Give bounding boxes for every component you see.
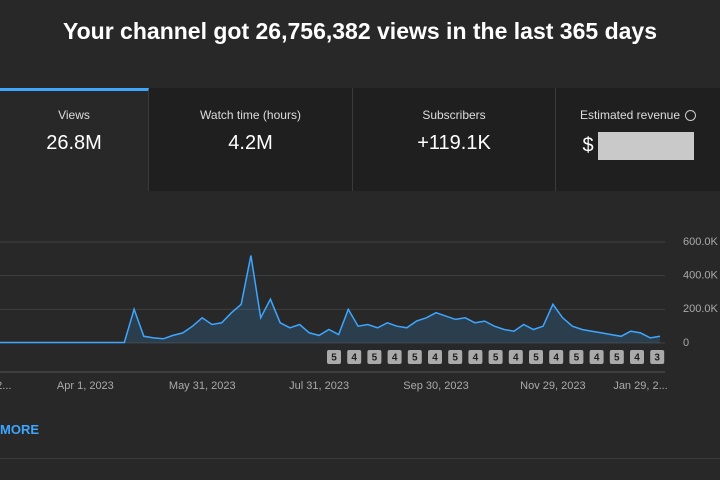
badge-box	[468, 350, 483, 364]
line	[0, 255, 661, 344]
x-tick-label: 0, 2...	[0, 380, 11, 392]
x-tick-label: Sep 30, 2023	[403, 380, 468, 392]
card-label: Subscribers	[422, 108, 486, 122]
y-tick-label: 400.0K	[683, 270, 719, 282]
metric-card[interactable]: Watch time (hours) 4.2M	[149, 88, 353, 191]
x-tick-label: Nov 29, 2023	[520, 380, 585, 392]
annotation-badge[interactable]: 5	[609, 350, 624, 364]
badge-label: 5	[614, 353, 620, 364]
y-tick-label: 200.0K	[683, 303, 719, 315]
x-tick-label: May 31, 2023	[169, 380, 236, 392]
metric-cards: Views 26.8M Watch time (hours) 4.2M Subs…	[0, 88, 720, 191]
badge-label: 5	[412, 353, 418, 364]
card-label: Estimated revenue	[579, 108, 681, 122]
badge-label: 4	[513, 353, 519, 364]
badge-label: 4	[473, 353, 479, 364]
badge-box	[327, 350, 341, 364]
metric-card[interactable]: Subscribers +119.1K	[353, 88, 556, 191]
badge-box	[367, 350, 382, 364]
badge-label: 5	[331, 353, 337, 364]
card-value-row: $	[556, 132, 720, 160]
annotation-badge[interactable]: 4	[508, 350, 523, 364]
card-value: $	[582, 134, 594, 157]
clock-icon	[685, 110, 697, 122]
divider	[0, 458, 720, 459]
badge-label: 4	[351, 353, 357, 364]
badge-box	[407, 350, 422, 364]
badge-box	[508, 350, 523, 364]
badge-label: 5	[372, 353, 378, 364]
annotation-badge[interactable]: 4	[549, 350, 564, 364]
badge-box	[609, 350, 624, 364]
badge-label: 4	[432, 353, 438, 364]
y-tick-label: 0	[683, 337, 689, 349]
badge-label: 4	[392, 353, 398, 364]
badge-box	[387, 350, 402, 364]
badge-box	[448, 350, 463, 364]
badge-box	[650, 350, 665, 364]
annotation-badge[interactable]: 5	[327, 350, 341, 364]
annotation-badge[interactable]: 4	[347, 350, 362, 364]
annotation-badge[interactable]: 5	[488, 350, 503, 364]
badge-box	[549, 350, 564, 364]
page-title: Your channel got 26,756,382 views in the…	[62, 18, 657, 44]
badge-label: 3	[654, 353, 660, 364]
card-value: +119.1K	[417, 132, 491, 154]
x-tick-label: Jan 29, 2...	[613, 380, 667, 392]
chart: 0 200.0K 400.0K 600.0K 0, 2... Apr 1, 2023 May…	[0, 236, 719, 392]
more-link[interactable]: MORE	[0, 422, 39, 437]
annotation-badge[interactable]: 5	[407, 350, 422, 364]
badge-box	[347, 350, 362, 364]
annotation-badge[interactable]: 4	[468, 350, 483, 364]
badge-label: 5	[493, 353, 499, 364]
badge-label: 5	[574, 353, 580, 364]
card-value: 4.2M	[228, 132, 273, 154]
card-label-row: Estimated revenue	[556, 108, 720, 122]
y-tick-label: 600.0K	[683, 236, 719, 248]
annotation-badge[interactable]: 5	[529, 350, 543, 364]
badge-box	[569, 350, 584, 364]
badge-label: 4	[634, 353, 640, 364]
annotation-badge[interactable]: 5	[367, 350, 382, 364]
annotation-badge[interactable]: 4	[589, 350, 604, 364]
annotation-badge[interactable]: 5	[569, 350, 584, 364]
badge-box	[488, 350, 503, 364]
annotation-badge[interactable]: 4	[630, 350, 644, 364]
annotation-badge[interactable]: 4	[428, 350, 442, 364]
badge-label: 4	[594, 353, 600, 364]
metric-card[interactable]: Estimated revenue $	[556, 88, 720, 191]
card-value: 26.8M	[46, 132, 102, 154]
annotation-badge[interactable]: 3	[650, 350, 665, 364]
card-label: Views	[58, 108, 90, 122]
card-label: Watch time (hours)	[200, 108, 301, 122]
badge-label: 5	[452, 353, 458, 364]
area	[0, 255, 661, 343]
badge-label: 4	[553, 353, 559, 364]
annotation-badge[interactable]: 5	[448, 350, 463, 364]
annotation-badge[interactable]: 4	[387, 350, 402, 364]
badge-box	[589, 350, 604, 364]
badge-box	[428, 350, 442, 364]
redaction	[597, 132, 694, 160]
badge-box	[529, 350, 543, 364]
badge-box	[630, 350, 644, 364]
badge-label: 5	[533, 353, 539, 364]
metric-card[interactable]: Views 26.8M	[0, 88, 149, 191]
x-tick-label: Jul 31, 2023	[289, 380, 349, 392]
x-tick-label: Apr 1, 2023	[57, 380, 114, 392]
